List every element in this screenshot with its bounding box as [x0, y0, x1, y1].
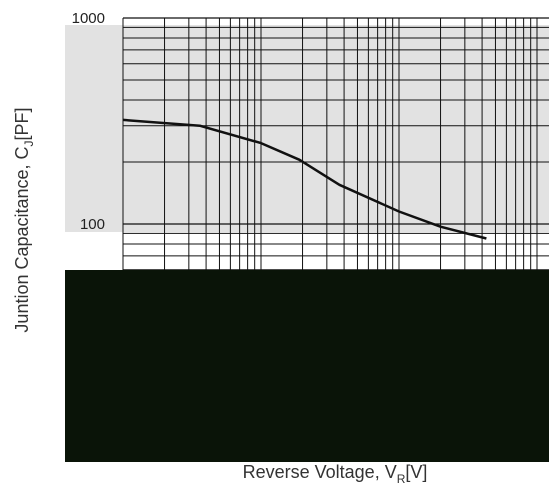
x-axis-title: Reverse Voltage, VR[V]	[243, 462, 428, 486]
y-axis-title: Juntion Capacitance, CJ[PF]	[12, 107, 36, 332]
y-tick-label: 1000	[72, 10, 105, 27]
x-title-suffix: [V]	[405, 462, 427, 482]
y-title-suffix: [PF]	[12, 107, 32, 140]
x-title-text: Reverse Voltage, V	[243, 462, 397, 482]
occluding-block	[65, 270, 549, 462]
y-tick-label: 100	[80, 216, 105, 233]
data	[122, 118, 487, 240]
y-title-subscript: J	[22, 140, 36, 146]
x-title-subscript: R	[397, 472, 406, 486]
capacitance-curve	[122, 118, 487, 240]
plot-background	[65, 25, 549, 232]
y-title-text: Juntion Capacitance, C	[12, 146, 32, 332]
